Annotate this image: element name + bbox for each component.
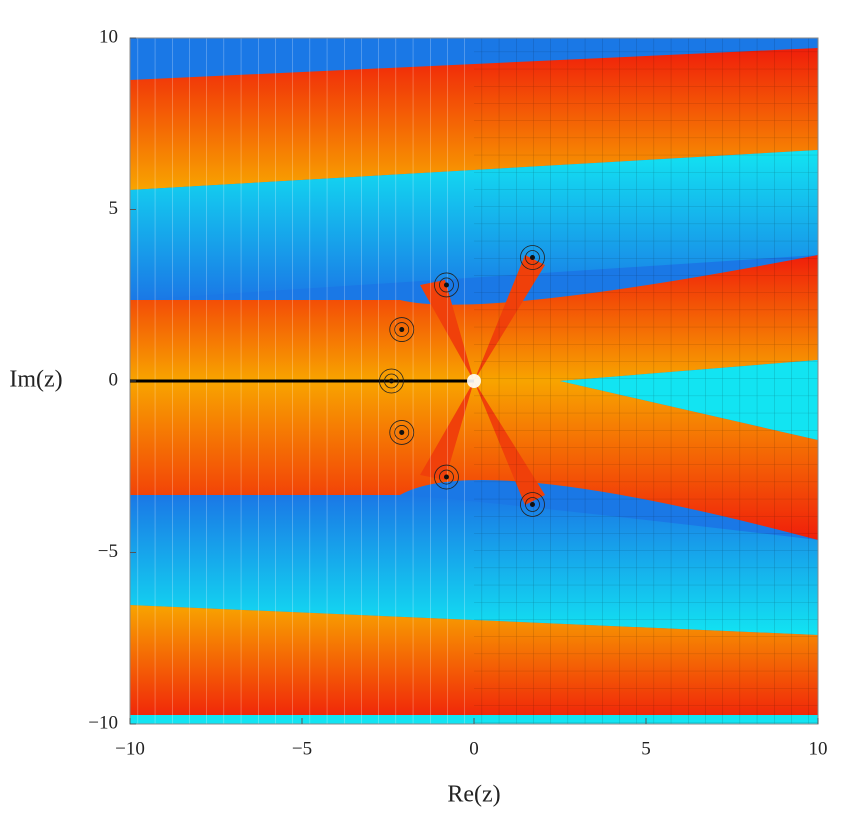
y-tick-label: 5 (109, 198, 119, 219)
zero (529, 501, 535, 507)
zero-ring (520, 492, 545, 517)
y-tick-label: −5 (98, 541, 118, 562)
x-tick-label: 10 (809, 738, 828, 759)
zero (399, 429, 405, 435)
zero-ring (389, 420, 415, 445)
zero-ring (525, 497, 540, 512)
y-tick-label: 0 (109, 369, 119, 390)
x-tick-label: 5 (641, 738, 651, 759)
zero-ring (520, 245, 545, 270)
zero (388, 378, 394, 384)
zero-ring (434, 464, 459, 490)
x-tick-label: 0 (469, 738, 479, 759)
zero-ring (389, 317, 415, 342)
zero-ring (384, 373, 399, 389)
zero (443, 474, 449, 480)
zero-ring (439, 469, 454, 485)
color-field (130, 38, 818, 724)
zero-ring (434, 272, 459, 298)
y-tick-label: 10 (99, 26, 118, 47)
zero-ring (394, 425, 410, 440)
zero (399, 327, 405, 333)
x-axis-label: Re(z) (447, 782, 500, 808)
zero-ring (525, 250, 540, 265)
zero (529, 255, 535, 261)
zero (443, 282, 449, 288)
x-tick-label: −10 (115, 738, 145, 759)
zero-ring (439, 277, 454, 293)
zero-ring (394, 322, 410, 337)
origin (467, 374, 481, 388)
zero-ring (379, 368, 404, 394)
y-tick-label: −10 (88, 712, 118, 733)
y-axis-label: Im(z) (9, 367, 62, 393)
x-tick-label: −5 (292, 738, 312, 759)
